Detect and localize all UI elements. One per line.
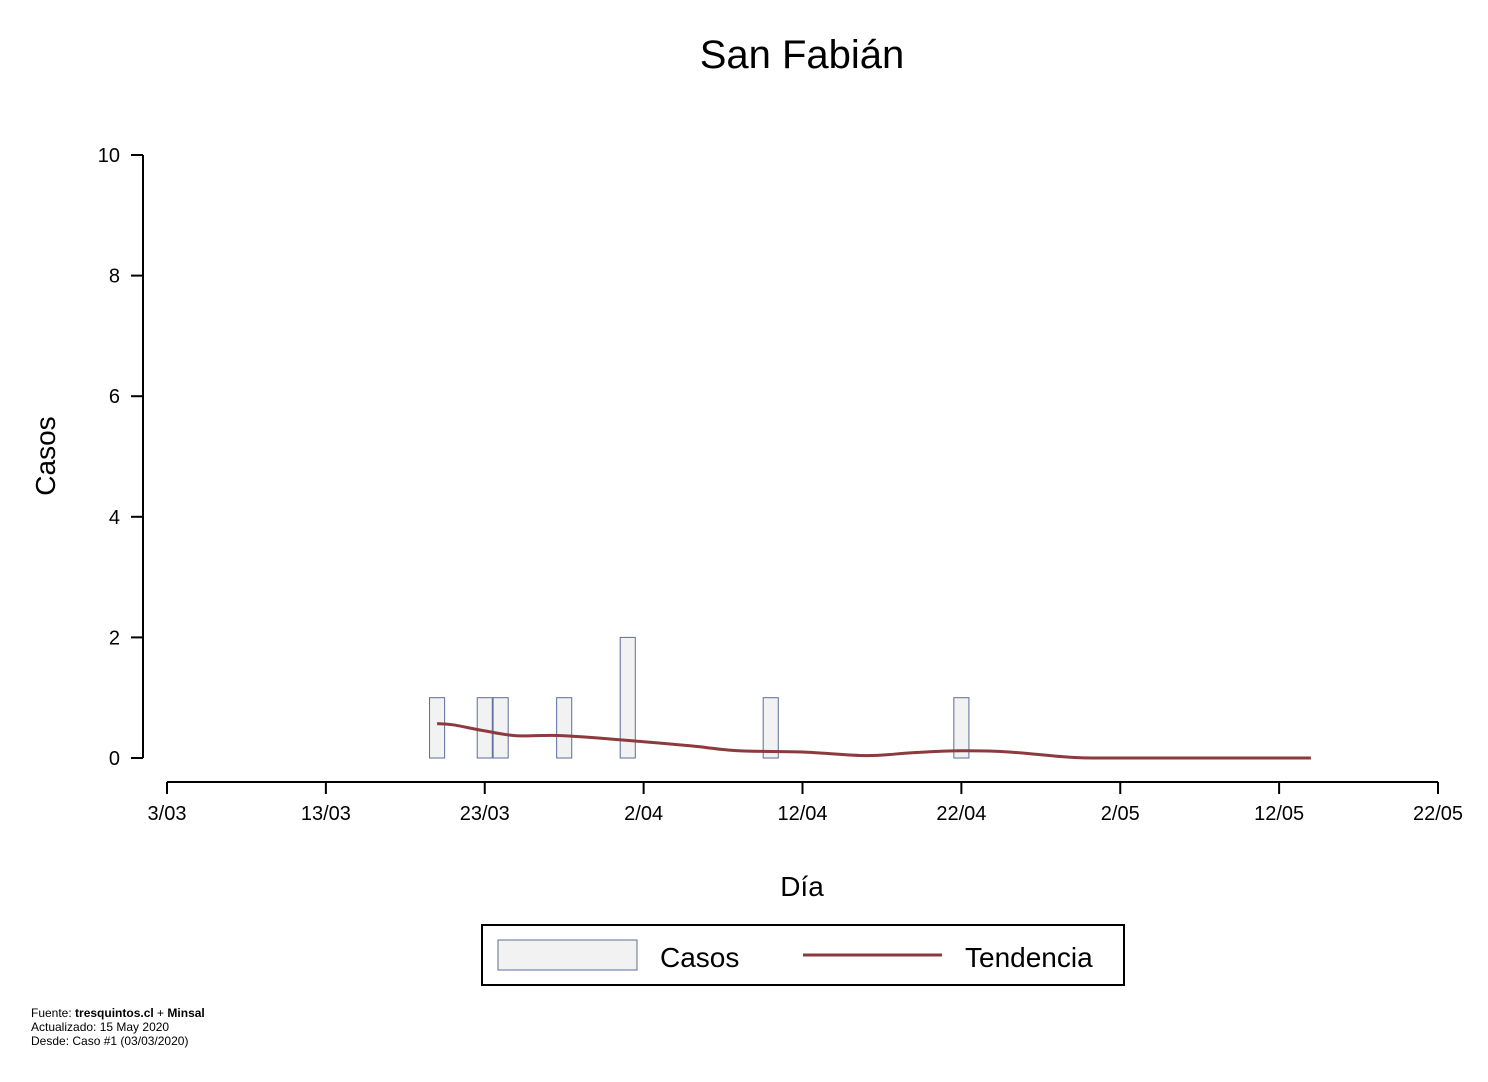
casos-bars (429, 636, 970, 759)
legend-tendencia-label: Tendencia (965, 942, 1093, 973)
tendencia-line (436, 722, 1311, 760)
x-tick-label: 23/03 (460, 803, 510, 825)
legend: Casos Tendencia (481, 924, 1125, 986)
legend-casos-label: Casos (660, 942, 739, 973)
y-tick-label: 2 (109, 627, 120, 649)
x-axis-label: Día (780, 871, 824, 902)
casos-bar (953, 697, 970, 759)
source-join: + (153, 1006, 168, 1020)
source-footer: Fuente: tresquintos.cl + Minsal Actualiz… (31, 1006, 205, 1048)
source-line: Fuente: tresquintos.cl + Minsal (31, 1006, 205, 1020)
source-minsal: Minsal (167, 1006, 205, 1020)
x-tick-label: 2/04 (624, 803, 663, 825)
y-axis-label: Casos (30, 416, 61, 495)
y-tick-label: 0 (109, 748, 120, 770)
x-tick-label: 22/05 (1413, 803, 1463, 825)
source-prefix: Fuente: (31, 1006, 76, 1020)
x-tick-label: 3/03 (148, 803, 187, 825)
x-tick-label: 13/03 (301, 803, 351, 825)
updated-line: Actualizado: 15 May 2020 (31, 1020, 170, 1034)
source-tresquintos: tresquintos.cl (75, 1006, 154, 1020)
chart-title: San Fabián (700, 33, 905, 77)
x-tick-label: 2/05 (1101, 803, 1140, 825)
legend-casos-swatch (497, 939, 638, 971)
x-tick-label: 12/04 (777, 803, 827, 825)
y-tick-label: 6 (109, 386, 120, 408)
y-tick-label: 8 (109, 266, 120, 288)
x-tick-label: 22/04 (936, 803, 986, 825)
x-tick-label: 12/05 (1254, 803, 1304, 825)
casos-bar (492, 697, 509, 759)
y-tick-label: 10 (98, 145, 120, 167)
x-axis: 3/03 13/03 23/03 2/04 12/04 22/04 2/05 12/05 22/… (148, 781, 1463, 825)
casos-bar (476, 697, 493, 759)
casos-bar (762, 697, 779, 759)
since-line: Desde: Caso #1 (03/03/2020) (31, 1034, 189, 1048)
casos-bar (619, 636, 636, 759)
casos-bar (556, 697, 573, 759)
y-axis: 0 2 4 6 8 10 (98, 145, 144, 770)
casos-bar (429, 697, 446, 759)
y-tick-label: 4 (109, 507, 120, 529)
